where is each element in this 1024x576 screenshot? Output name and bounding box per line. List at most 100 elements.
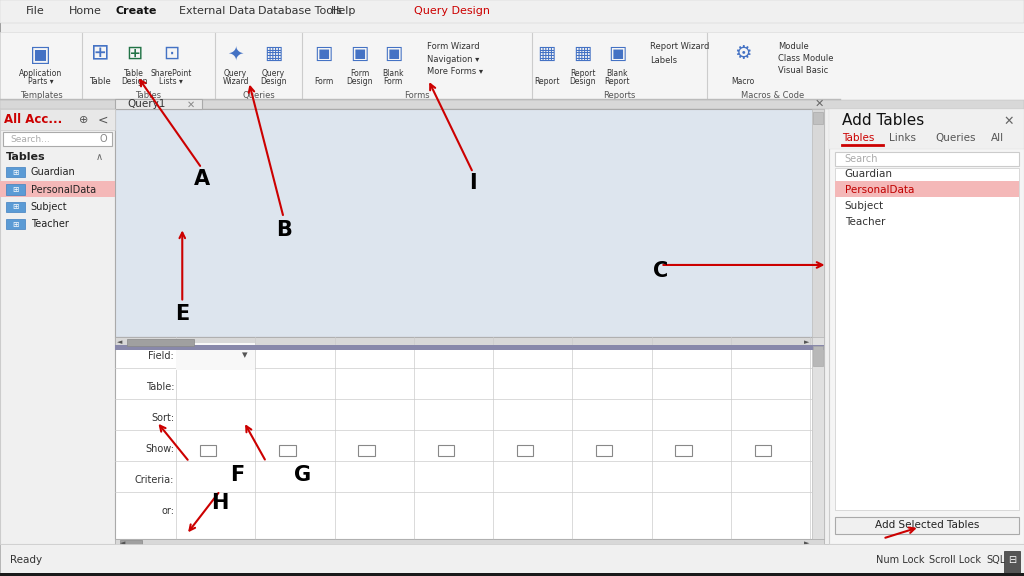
Text: ◄: ◄ bbox=[120, 540, 125, 546]
Bar bbox=[6, 184, 25, 195]
Text: ◄: ◄ bbox=[117, 339, 123, 345]
Text: Lists ▾: Lists ▾ bbox=[159, 77, 183, 86]
Text: Query Design: Query Design bbox=[414, 6, 489, 16]
Text: or:: or: bbox=[161, 506, 174, 516]
Text: ⊞: ⊞ bbox=[91, 44, 110, 63]
Bar bbox=[176, 343, 255, 370]
Text: Labels: Labels bbox=[650, 56, 677, 65]
Bar bbox=[755, 445, 771, 456]
Text: Tables: Tables bbox=[135, 90, 162, 100]
Bar bbox=[596, 445, 612, 456]
Text: Blank: Blank bbox=[607, 69, 628, 78]
Text: E: E bbox=[175, 304, 189, 324]
Text: All Acc...: All Acc... bbox=[4, 113, 62, 126]
Text: ⊟: ⊟ bbox=[1008, 555, 1016, 565]
Text: Report: Report bbox=[535, 77, 559, 86]
Text: Add Selected Tables: Add Selected Tables bbox=[874, 520, 979, 530]
Text: Wizard: Wizard bbox=[222, 77, 249, 86]
Text: I: I bbox=[469, 173, 477, 192]
Text: Forms: Forms bbox=[404, 90, 430, 100]
Text: Macros & Code: Macros & Code bbox=[741, 90, 805, 100]
Text: Guardian: Guardian bbox=[845, 169, 893, 179]
Text: PersonalData: PersonalData bbox=[31, 184, 96, 195]
Bar bbox=[280, 445, 296, 456]
Text: Scroll Lock: Scroll Lock bbox=[929, 555, 981, 565]
Text: File: File bbox=[26, 6, 44, 16]
Text: ▦: ▦ bbox=[573, 44, 592, 63]
Text: Num Lock: Num Lock bbox=[876, 555, 924, 565]
Text: ►: ► bbox=[804, 339, 810, 345]
Bar bbox=[115, 337, 824, 347]
Bar bbox=[829, 109, 1024, 149]
Text: Table: Table bbox=[124, 69, 144, 78]
Text: ▦: ▦ bbox=[538, 44, 556, 63]
Text: Links: Links bbox=[889, 133, 915, 143]
Text: ▣: ▣ bbox=[31, 45, 51, 65]
Bar bbox=[115, 109, 824, 337]
Bar bbox=[0, 544, 1024, 576]
Text: Design: Design bbox=[346, 77, 373, 86]
Text: Teacher: Teacher bbox=[845, 217, 885, 227]
Text: Add Tables: Add Tables bbox=[842, 113, 924, 128]
Text: Criteria:: Criteria: bbox=[135, 475, 174, 484]
Text: SQL: SQL bbox=[986, 555, 1006, 565]
Text: O: O bbox=[99, 134, 108, 145]
Text: Report Wizard: Report Wizard bbox=[650, 41, 710, 51]
Text: Form Wizard: Form Wizard bbox=[427, 41, 479, 51]
Text: Class Module: Class Module bbox=[778, 54, 834, 63]
Text: ⊞: ⊞ bbox=[12, 185, 18, 194]
Text: ▣: ▣ bbox=[384, 44, 402, 63]
Text: ⊞: ⊞ bbox=[12, 168, 18, 177]
Bar bbox=[127, 339, 194, 346]
Text: Templates: Templates bbox=[19, 90, 62, 100]
Text: Tables: Tables bbox=[842, 133, 874, 143]
Bar bbox=[812, 109, 824, 337]
Text: Form: Form bbox=[314, 77, 333, 86]
Text: Design: Design bbox=[260, 77, 287, 86]
Text: Report: Report bbox=[570, 69, 595, 78]
Text: Home: Home bbox=[69, 6, 101, 16]
Bar bbox=[0, 109, 115, 130]
Text: Field:: Field: bbox=[148, 351, 174, 361]
Text: ∧: ∧ bbox=[96, 151, 102, 162]
Bar bbox=[0, 181, 115, 197]
Text: ⊡: ⊡ bbox=[163, 44, 179, 63]
Bar bbox=[358, 445, 375, 456]
Bar bbox=[813, 112, 823, 124]
Text: Teacher: Teacher bbox=[31, 219, 69, 229]
Text: ▣: ▣ bbox=[314, 44, 333, 63]
Bar bbox=[0, 32, 1024, 101]
Text: ⊞: ⊞ bbox=[12, 219, 18, 229]
Text: Table:: Table: bbox=[145, 381, 174, 392]
Text: Subject: Subject bbox=[845, 201, 884, 211]
Text: Subject: Subject bbox=[31, 202, 68, 212]
Text: Queries: Queries bbox=[935, 133, 976, 143]
Text: C: C bbox=[653, 261, 668, 281]
Bar bbox=[835, 168, 1019, 510]
Text: H: H bbox=[212, 493, 228, 513]
Bar bbox=[6, 167, 25, 177]
Text: Search: Search bbox=[845, 154, 879, 164]
Bar bbox=[829, 109, 1024, 544]
Text: Design: Design bbox=[121, 77, 147, 86]
Text: More Forms ▾: More Forms ▾ bbox=[427, 67, 483, 77]
Text: Guardian: Guardian bbox=[31, 167, 76, 177]
Bar bbox=[0, 109, 115, 544]
Text: Navigation ▾: Navigation ▾ bbox=[427, 55, 479, 64]
Bar bbox=[835, 152, 1019, 166]
Bar bbox=[6, 219, 25, 229]
Text: ▦: ▦ bbox=[264, 44, 283, 63]
Text: Module: Module bbox=[778, 41, 809, 51]
Text: Help: Help bbox=[331, 6, 356, 16]
Bar bbox=[835, 517, 1019, 534]
Text: PersonalData: PersonalData bbox=[845, 185, 914, 195]
Text: ▣: ▣ bbox=[608, 44, 627, 63]
Text: Create: Create bbox=[116, 6, 157, 16]
Text: Form: Form bbox=[350, 69, 369, 78]
Bar bbox=[437, 445, 454, 456]
Bar bbox=[0, 573, 1024, 576]
Bar bbox=[115, 345, 824, 350]
Text: Form: Form bbox=[384, 77, 402, 86]
Text: ⊞: ⊞ bbox=[126, 44, 142, 63]
Text: External Data: External Data bbox=[179, 6, 256, 16]
